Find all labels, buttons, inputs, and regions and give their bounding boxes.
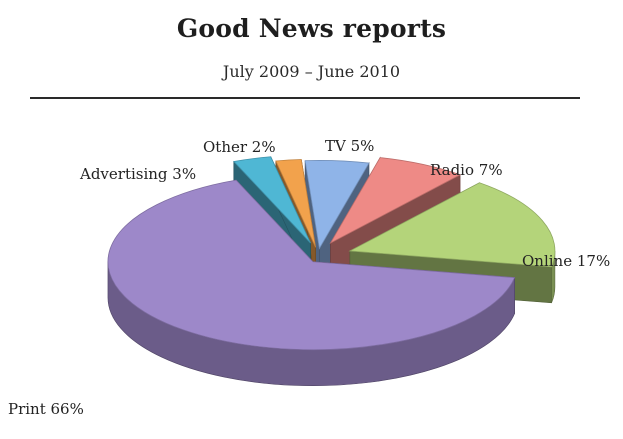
slice-labels: TV 5% Radio 7% Online 17% Print 66% Advertis… [8, 137, 610, 418]
slice-top-radio [329, 157, 462, 244]
chart-subtitle: July 2009 – June 2010 [222, 62, 401, 81]
pie-slice-print [107, 179, 516, 387]
slice-top-print [107, 179, 516, 351]
slice-top-tv [304, 160, 370, 250]
slice-label-other: Other 2% [203, 138, 276, 156]
slice-label-online: Online 17% [522, 252, 610, 270]
slice-label-tv: TV 5% [325, 137, 374, 155]
slice-label-radio: Radio 7% [430, 161, 503, 179]
slice-label-advertising: Advertising 3% [79, 165, 196, 183]
slice-top-other [275, 159, 317, 248]
slice-label-print: Print 66% [8, 400, 84, 418]
pie-slices [107, 156, 556, 387]
slice-top-online [348, 182, 556, 268]
title-divider [30, 97, 580, 99]
chart-title: Good News reports [176, 14, 447, 43]
slice-top-advertising [232, 156, 311, 244]
